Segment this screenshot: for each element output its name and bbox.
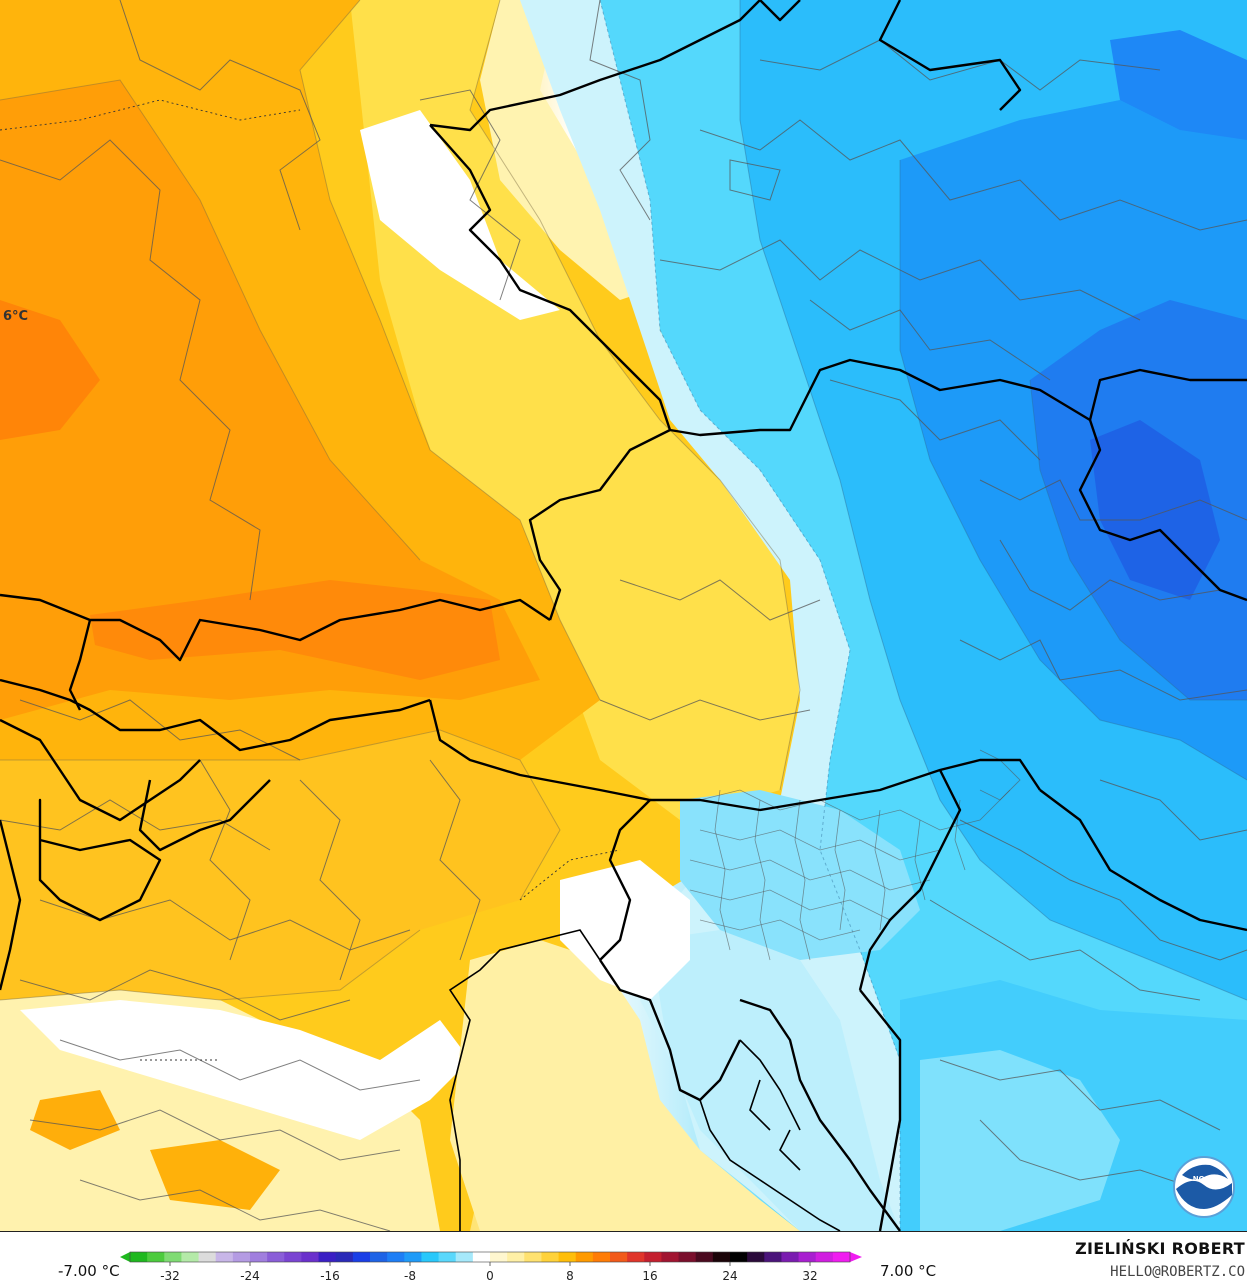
cold-pale-croatia	[650, 930, 900, 1231]
colorbar-cell	[678, 1252, 697, 1262]
colorbar-tick-label: 32	[802, 1269, 817, 1283]
colorbar-tick-label: -32	[160, 1269, 180, 1283]
colorbar-cell	[301, 1252, 320, 1262]
colorbar-cell	[695, 1252, 714, 1262]
colorbar-cell	[507, 1252, 525, 1262]
slovenia-municipal-mesh	[689, 749, 1021, 961]
map-partial-temperature-label: 6°C	[3, 309, 28, 324]
colorbar-cell	[541, 1252, 560, 1262]
temperature-anomaly-map: 6°C NOAA	[0, 0, 1247, 1231]
colorbar-cell	[472, 1252, 491, 1262]
colorbar-cell	[781, 1252, 800, 1262]
colorbar-cell	[661, 1252, 680, 1262]
contour-lines	[0, 0, 801, 1001]
colorbar-cell	[815, 1252, 834, 1262]
map-canvas: 6°C	[0, 0, 1247, 1231]
colorbar-cell	[455, 1252, 474, 1262]
warm-hot-ribbon	[90, 580, 500, 680]
colorbar-cell	[147, 1252, 165, 1262]
cold-southeast-light	[920, 1050, 1120, 1231]
noaa-logo-text: NOAA	[1193, 1175, 1216, 1183]
warm-deep-patches-2	[30, 1090, 120, 1150]
colorbar-cell	[490, 1252, 508, 1262]
colorbar-cell	[730, 1252, 748, 1262]
colorbar-cell	[747, 1252, 765, 1262]
colorbar-cells	[120, 1251, 862, 1263]
colorbar-cell	[130, 1252, 148, 1262]
country-borders	[0, 0, 1247, 1231]
colorbar-tick-label: -8	[404, 1269, 416, 1283]
warm-deep-core	[0, 80, 540, 720]
colorbar-cell	[712, 1252, 731, 1262]
colorbar-cell	[558, 1252, 577, 1262]
coastline	[448, 929, 841, 1231]
colorbar-cell	[575, 1252, 594, 1262]
colorbar-tick-label: 8	[566, 1269, 574, 1283]
contour-lines-cold	[599, 0, 1247, 1231]
colorbar-cell	[438, 1252, 457, 1262]
colorbar-cell	[318, 1252, 337, 1262]
neutral-north-patch	[360, 110, 560, 320]
colorbar-cell	[284, 1252, 302, 1262]
warm-hot-core	[0, 300, 100, 440]
colorbar-cell	[832, 1252, 851, 1262]
anomaly-fill-layer	[0, 0, 1247, 1231]
colorbar-cell	[352, 1252, 371, 1262]
legend-footer: -7.00 °C -32 -24 -16 -8 0 8 16 24 32 7.00 °C ZIE…	[0, 1231, 1247, 1288]
colorbar-cell	[404, 1252, 422, 1262]
colorbar-ticks: -32 -24 -16 -8 0 8 16 24 32	[160, 1262, 818, 1283]
colorbar-cell	[421, 1252, 440, 1262]
colorbar-tick-label: -24	[240, 1269, 260, 1283]
colorbar-max-arrow	[850, 1252, 862, 1262]
colorbar: -32 -24 -16 -8 0 8 16 24 32	[120, 1251, 862, 1283]
credit-email: HELLO@ROBERTZ.CO	[1110, 1264, 1245, 1280]
noaa-logo: NOAA	[1173, 1156, 1235, 1218]
neutral-po-valley	[20, 1000, 470, 1140]
colorbar-cell	[610, 1252, 628, 1262]
colorbar-cell	[798, 1252, 817, 1262]
colorbar-tick-label: 0	[486, 1269, 494, 1283]
colorbar-cell	[250, 1252, 268, 1262]
warm-adriatic	[450, 940, 800, 1231]
dotted-lines	[0, 99, 621, 1061]
cold-darkest-core	[1090, 420, 1220, 600]
colorbar-cell	[627, 1252, 645, 1262]
colorbar-cell	[215, 1252, 234, 1262]
colorbar-min-arrow	[120, 1252, 130, 1262]
scale-min-label: -7.00 °C	[58, 1262, 120, 1280]
colorbar-cell	[644, 1252, 662, 1262]
warm-mixed-south	[0, 730, 560, 1000]
colorbar-tick-label: 16	[642, 1269, 657, 1283]
colorbar-cell	[164, 1252, 182, 1262]
colorbar-cell	[181, 1252, 200, 1262]
colorbar-cell	[764, 1252, 782, 1262]
credit-author: ZIELIŃSKI ROBERT	[1075, 1239, 1245, 1258]
scale-max-label: 7.00 °C	[880, 1262, 937, 1280]
colorbar-cell	[370, 1252, 388, 1262]
colorbar-cell	[232, 1252, 251, 1262]
colorbar-cell	[524, 1252, 542, 1262]
colorbar-cell	[592, 1252, 611, 1262]
colorbar-cell	[198, 1252, 217, 1262]
admin-borders	[0, 0, 1247, 1231]
colorbar-cell	[267, 1252, 285, 1262]
neutral-istria	[560, 860, 690, 1000]
colorbar-cell	[335, 1252, 354, 1262]
colorbar-tick-label: 24	[722, 1269, 737, 1283]
colorbar-tick-label: -16	[320, 1269, 340, 1283]
cold-north-deep	[1110, 30, 1247, 140]
colorbar-cell	[387, 1252, 405, 1262]
